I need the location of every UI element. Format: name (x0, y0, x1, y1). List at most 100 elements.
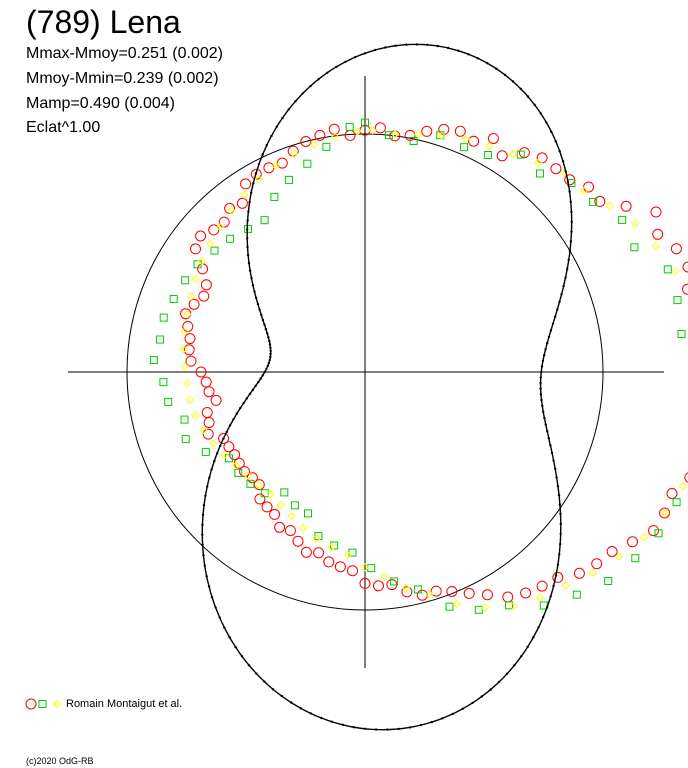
fit-curve-dot (533, 103, 536, 107)
fit-curve-dot (235, 412, 238, 415)
fit-curve-dot (541, 616, 545, 619)
fit-curve-dot (223, 626, 226, 629)
fit-curve-dot (549, 329, 553, 332)
data-point-diamond (343, 550, 352, 560)
data-point-circle (481, 589, 493, 601)
data-point-circle (254, 493, 266, 505)
data-point-circle (502, 591, 514, 603)
data-point-circle (284, 525, 296, 537)
stat-mamp: Mamp=0.490 (0.004) (26, 95, 175, 112)
fit-curve-dot (556, 308, 559, 311)
data-point-square (673, 296, 682, 305)
data-point-square (284, 175, 293, 184)
data-point-diamond (508, 149, 518, 159)
fit-curve-dot (550, 451, 554, 455)
fit-curve-dot (263, 370, 266, 374)
fit-curve-dot (511, 80, 515, 83)
data-point-circle (591, 558, 603, 570)
fit-curve-dot (247, 210, 250, 213)
fit-curve-dot (353, 56, 357, 59)
data-point-square (304, 509, 312, 518)
fit-curve-dot (569, 200, 572, 203)
data-point-circle (202, 428, 214, 440)
fit-curve-dot (520, 655, 523, 658)
fit-curve-dot (246, 219, 249, 222)
fit-curve-dot (213, 459, 216, 463)
stat-mmax-mmoy: Mmax-Mmoy=0.251 (0.002) (26, 45, 223, 62)
data-point-square (361, 118, 369, 127)
fit-curve-dot (269, 352, 272, 356)
fit-curve-dot (386, 728, 389, 731)
fit-curve-dot (242, 402, 245, 405)
data-point-diamond (533, 158, 543, 168)
fit-curve-dot (569, 240, 573, 243)
data-point-circle (670, 243, 682, 255)
data-point-square (677, 330, 686, 338)
fit-curve-dot (540, 398, 543, 402)
data-point-square (244, 224, 253, 233)
data-point-circle (684, 472, 688, 483)
fit-curve-dot (426, 43, 429, 46)
data-point-circle (184, 333, 196, 345)
fit-curve-dot (408, 726, 412, 729)
fit-curve-dot (260, 313, 263, 317)
fit-curve-dot (326, 71, 329, 75)
data-point-circle (552, 571, 564, 583)
fit-curve-dot (363, 52, 367, 55)
fit-curve-dot (539, 387, 542, 390)
fit-curve-dot (467, 53, 470, 56)
fit-curve-dot (554, 467, 557, 471)
fit-curve-dot (564, 276, 567, 279)
data-point-diamond (199, 425, 208, 435)
data-point-diamond (437, 131, 447, 140)
fit-curve-dot (549, 595, 552, 598)
fit-curve-dot (219, 444, 222, 447)
fit-curve-dot (250, 191, 253, 194)
data-point-square (618, 215, 627, 224)
data-point-square (169, 295, 178, 303)
reference-circle-outline (126, 133, 604, 611)
fit-curve-dot (557, 493, 561, 497)
fit-curve-dot (480, 695, 483, 698)
data-point-square (260, 216, 269, 225)
data-point-circle (550, 163, 562, 175)
data-point-circle (536, 580, 548, 592)
data-point-square (474, 605, 483, 614)
data-point-circle (197, 263, 209, 275)
fit-curve-dot (205, 575, 208, 578)
data-point-circle (328, 123, 340, 135)
fit-curve-dot (207, 585, 211, 588)
fit-curve-dot (541, 404, 544, 407)
fit-curve-dot (261, 318, 265, 322)
data-point-circle (573, 567, 585, 579)
fit-curve-dot (248, 269, 252, 272)
fit-curve-dot (553, 315, 557, 318)
fit-curve-dot (335, 65, 338, 69)
fit-curve-dot (269, 349, 272, 353)
data-point-diamond (535, 593, 545, 602)
fit-curve-dot (259, 377, 262, 380)
fit-curve-dot (352, 726, 355, 729)
fit-curve-dot (203, 564, 206, 567)
fit-curve-dot (299, 707, 302, 710)
data-point-square (604, 577, 613, 585)
reference-circle (126, 133, 604, 611)
data-point-diamond (480, 603, 490, 613)
data-point-diamond (182, 378, 192, 388)
fit-curve-dot (556, 563, 560, 567)
fit-curve-dot (394, 44, 397, 47)
fit-curve-dot (240, 655, 244, 658)
data-point-square (156, 335, 164, 344)
fit-curve-dot (373, 48, 377, 52)
data-point-square (210, 246, 219, 255)
fit-curve-dot (441, 717, 444, 720)
fit-curve-dot (570, 220, 573, 224)
data-point-circle (520, 587, 532, 599)
data-point-diamond (183, 310, 192, 319)
fit-curve-dot (252, 182, 255, 185)
legend-symbols (25, 698, 62, 710)
fit-curve-dot (539, 393, 543, 396)
fit-curve-dot (543, 353, 546, 357)
data-point-circle (180, 308, 192, 320)
